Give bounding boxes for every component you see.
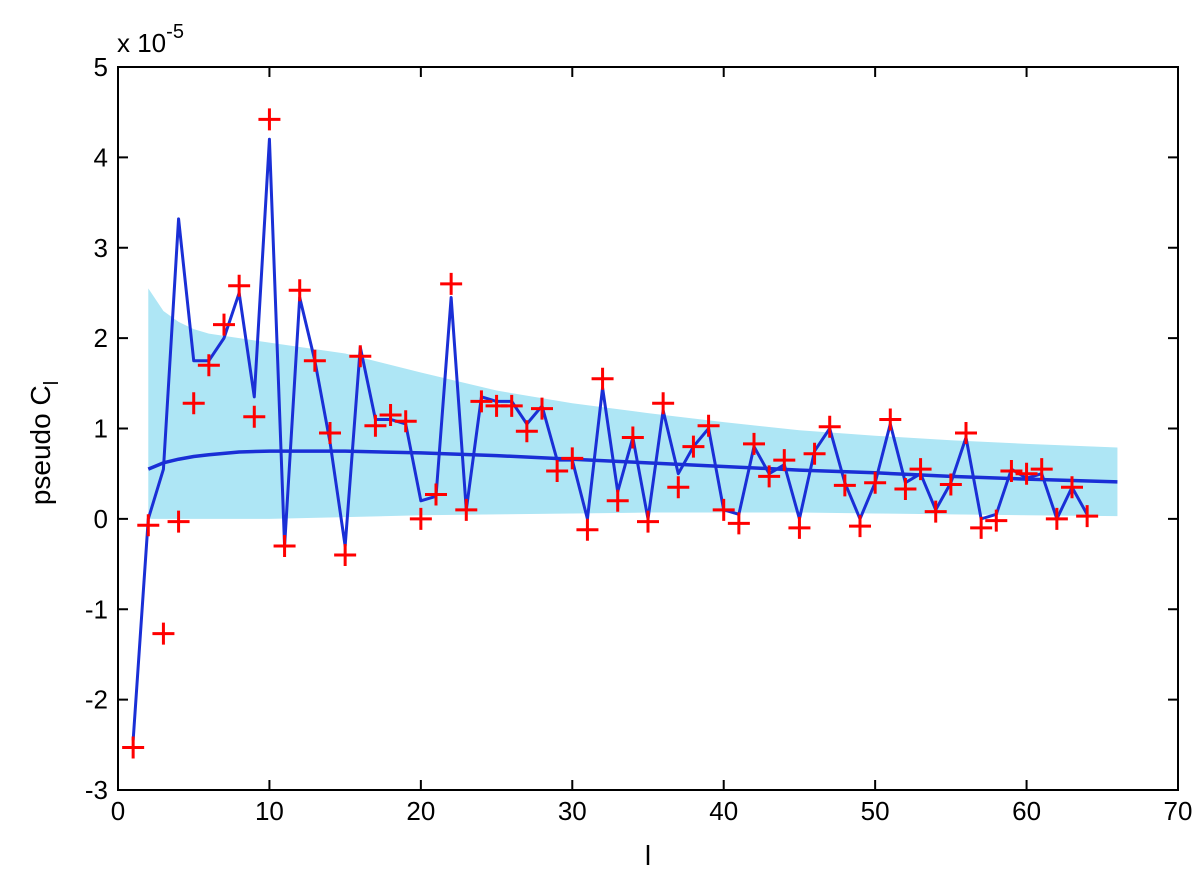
data-point-marker [349, 345, 372, 368]
data-point-marker [379, 403, 402, 426]
data-point-marker [758, 465, 781, 488]
data-line [131, 137, 1089, 741]
data-point-marker [970, 516, 993, 539]
data-point-marker [849, 515, 871, 538]
y-tick-label: 4 [94, 142, 108, 172]
data-point-marker [394, 410, 417, 433]
data-point-marker [697, 414, 720, 437]
data-point-marker [546, 459, 569, 482]
data-point-marker [576, 518, 599, 541]
data-point-marker [319, 422, 341, 445]
mean-curve [147, 449, 1118, 484]
data-point-marker [243, 405, 266, 428]
data-point-marker [334, 544, 357, 567]
data-line-layer [131, 137, 1089, 741]
data-point-marker [213, 313, 235, 336]
x-tick-label: 50 [861, 796, 890, 826]
data-point-marker [288, 279, 311, 302]
x-axis-label: l [645, 840, 651, 871]
y-tick-label: 5 [94, 52, 108, 82]
data-point-marker [455, 498, 478, 521]
data-point-marker [440, 272, 463, 295]
y-axis-label-text: pseudo C [25, 385, 56, 505]
x-tick-label: 70 [1164, 796, 1193, 826]
x-tick-label: 60 [1012, 796, 1041, 826]
data-point-marker [1045, 507, 1068, 530]
data-point-marker [591, 367, 614, 390]
data-point-marker [743, 432, 765, 455]
confidence-band [148, 288, 1118, 519]
y-axis-label-subscript: l [41, 381, 63, 385]
data-point-marker [879, 408, 902, 431]
y-tick-label: 1 [94, 414, 108, 444]
data-point-marker [924, 500, 947, 523]
y-tick-label: -3 [85, 775, 108, 805]
data-point-marker [803, 442, 826, 465]
x-tick-label: 20 [406, 796, 435, 826]
data-point-marker [894, 478, 917, 501]
data-point-marker [985, 509, 1008, 532]
y-tick-label: -2 [85, 685, 108, 715]
data-point-marker [1000, 459, 1023, 482]
data-point-marker [531, 397, 553, 420]
data-point-marker [137, 514, 160, 537]
data-point-marker [833, 474, 856, 497]
data-point-marker [864, 471, 887, 494]
y-tick-label: -1 [85, 594, 108, 624]
data-point-marker [470, 390, 493, 413]
data-point-marker [425, 483, 447, 506]
data-point-marker [364, 414, 387, 437]
x-tick-label: 40 [709, 796, 738, 826]
data-point-marker [167, 510, 190, 533]
x-tick-label: 10 [255, 796, 284, 826]
y-scale-base: x 10 [117, 28, 166, 58]
data-point-marker [712, 498, 735, 521]
x-tick-label: 0 [111, 796, 125, 826]
data-point-marker [955, 422, 977, 445]
data-point-marker [818, 415, 841, 438]
confidence-band-layer [148, 288, 1118, 519]
x-tick-label: 30 [558, 796, 587, 826]
mean-curve-layer [147, 449, 1118, 484]
y-tick-label: 3 [94, 233, 108, 263]
data-point-marker [409, 507, 432, 530]
data-point-marker [682, 435, 705, 458]
data-point-marker [561, 447, 584, 470]
y-scale-exponent: -5 [166, 21, 184, 43]
data-point-marker [515, 420, 538, 443]
data-point-marker [652, 392, 675, 415]
data-point-marker [667, 476, 690, 499]
data-point-marker [273, 534, 296, 557]
data-point-marker [500, 394, 523, 417]
data-point-marker [1015, 462, 1038, 485]
data-point-marker [909, 458, 932, 481]
data-point-marker [1076, 505, 1099, 528]
marker-layer [122, 108, 1099, 759]
data-point-marker [773, 449, 796, 472]
y-tick-label: 2 [94, 323, 108, 353]
data-point-marker [637, 510, 659, 533]
data-point-marker [303, 349, 326, 372]
data-point-marker [1061, 476, 1083, 499]
data-point-marker [152, 622, 175, 645]
y-scale-multiplier: x 10-5 [117, 21, 184, 58]
tick-layer: 0 10 20 30 40 50 60 70 -3 -2 -1 0 1 2 3 4 5 [85, 52, 1193, 826]
data-point-marker [182, 392, 205, 415]
data-point-marker [122, 736, 145, 759]
y-axis-label: pseudo Cl [25, 381, 63, 505]
y-tick-label: 0 [94, 504, 108, 534]
y-axis-label-group: pseudo Cl [25, 381, 63, 505]
data-point-marker [228, 274, 251, 297]
data-point-marker [621, 426, 644, 449]
data-point-marker [788, 516, 811, 539]
data-point-marker [258, 108, 281, 131]
data-point-marker [939, 473, 962, 496]
data-point-marker [1030, 458, 1053, 481]
data-point-marker [606, 489, 629, 512]
data-point-marker [197, 354, 220, 377]
data-point-marker [727, 512, 750, 535]
